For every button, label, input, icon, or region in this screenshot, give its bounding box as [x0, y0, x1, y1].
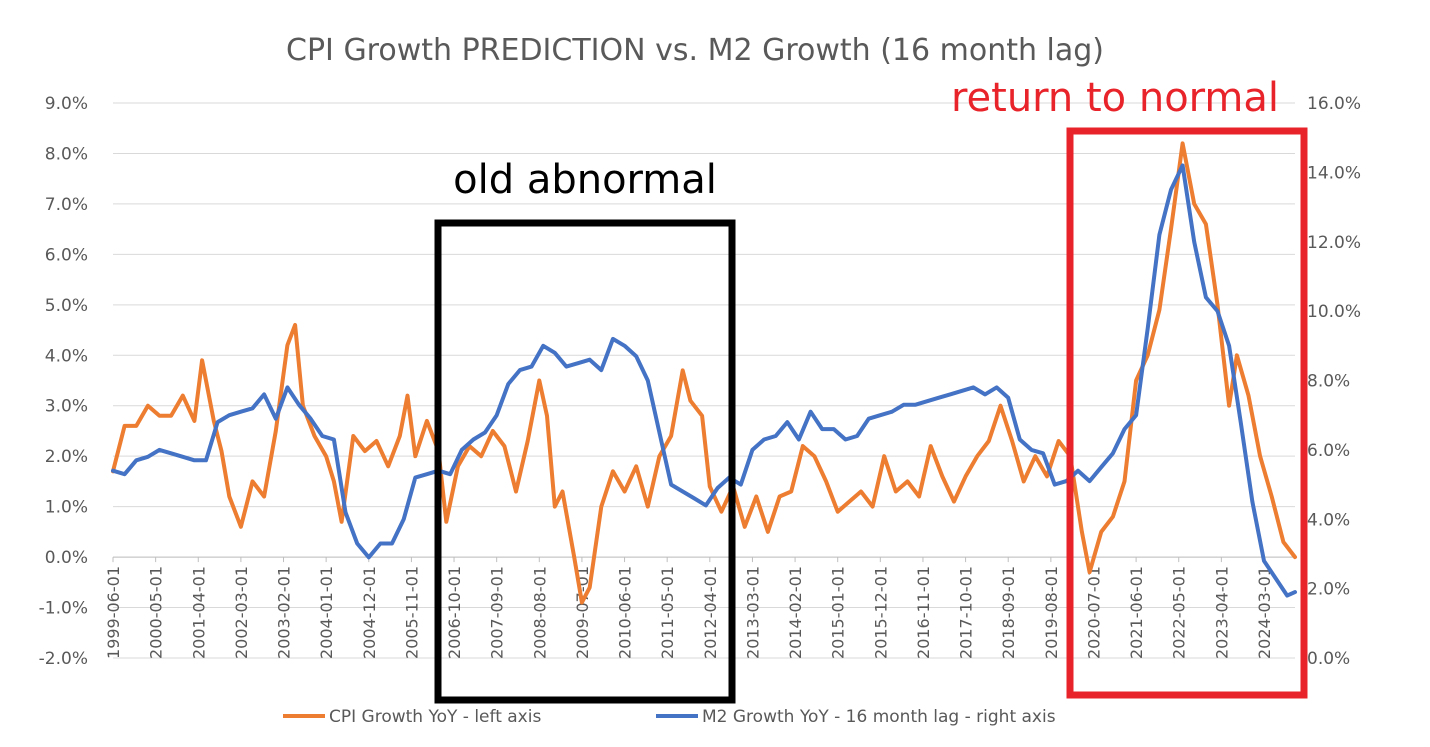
legend-cpi-label: CPI Growth YoY - left axis [329, 707, 541, 727]
series-layer [111, 141, 1297, 605]
x-tick-label: 2011-05-01 [658, 566, 677, 659]
right-tick-label: 12.0% [1307, 233, 1361, 253]
x-tick-label: 2004-01-01 [317, 566, 336, 659]
left-tick-label: 4.0% [45, 346, 88, 366]
x-tick-label: 2010-06-01 [616, 566, 635, 659]
x-tick-label: 2008-08-01 [530, 566, 549, 659]
x-tick-label: 2012-04-01 [701, 566, 720, 659]
x-tick-label: 2003-02-01 [275, 566, 294, 659]
left-tick-label: 1.0% [45, 498, 88, 518]
x-tick-label: 2015-01-01 [829, 566, 848, 659]
left-axis: -2.0% -1.0% 0.0% 1.0% 2.0% 3.0% 4.0% 5.0% 6.0% 7.… [39, 94, 88, 669]
x-axis: 1999-06-01 2000-05-01 2001-04-01 2002-03-01… [104, 557, 1274, 659]
right-tick-label: 0.0% [1307, 649, 1350, 669]
left-tick-label: 2.0% [45, 447, 88, 467]
old-abnormal-box [434, 219, 736, 704]
right-tick-label: 8.0% [1307, 372, 1350, 392]
right-axis: 0.0% 2.0% 4.0% 6.0% 8.0% 10.0% 12.0% 14.0% 16.0% [1307, 94, 1361, 669]
right-tick-label: 4.0% [1307, 510, 1350, 530]
return-to-normal-label: return to normal [951, 75, 1279, 121]
x-tick-label: 2004-12-01 [360, 566, 379, 659]
x-tick-label: 2015-12-01 [871, 566, 890, 659]
x-tick-label: 2002-03-01 [232, 566, 251, 659]
left-tick-label: 5.0% [45, 296, 88, 316]
right-tick-label: 2.0% [1307, 580, 1350, 600]
right-tick-label: 6.0% [1307, 441, 1350, 461]
left-tick-label: 8.0% [45, 144, 88, 164]
x-tick-label: 2024-03-01 [1255, 566, 1274, 659]
return-to-normal-box [1066, 127, 1308, 699]
x-tick-label: 2006-10-01 [445, 566, 464, 659]
left-tick-label: -2.0% [39, 649, 88, 669]
legend-m2-label: M2 Growth YoY - 16 month lag - right axi… [702, 707, 1056, 727]
x-tick-label: 2020-07-01 [1084, 566, 1103, 659]
x-tick-label: 1999-06-01 [104, 566, 123, 659]
x-tick-label: 2019-08-01 [1042, 566, 1061, 659]
x-tick-label: 2005-11-01 [402, 566, 421, 659]
right-tick-label: 14.0% [1307, 163, 1361, 183]
right-tick-label: 16.0% [1307, 94, 1361, 114]
x-tick-label: 2013-03-01 [743, 566, 762, 659]
x-tick-label: 2021-06-01 [1127, 566, 1146, 659]
x-tick-label: 2007-09-01 [488, 566, 507, 659]
old-abnormal-label: old abnormal [453, 157, 717, 203]
left-tick-label: 9.0% [45, 94, 88, 114]
left-tick-label: -1.0% [39, 599, 88, 619]
gridlines [113, 102, 1295, 659]
right-tick-label: 10.0% [1307, 302, 1361, 322]
x-tick-label: 2016-11-01 [914, 566, 933, 659]
left-tick-label: 6.0% [45, 245, 88, 265]
x-tick-label: 2023-04-01 [1212, 566, 1231, 659]
cpi-series-line [111, 141, 1297, 605]
legend: CPI Growth YoY - left axis M2 Growth YoY… [283, 707, 1056, 727]
left-tick-label: 7.0% [45, 195, 88, 215]
x-tick-label: 2001-04-01 [189, 566, 208, 659]
left-tick-label: 0.0% [45, 548, 88, 568]
x-tick-label: 2017-10-01 [957, 566, 976, 659]
x-tick-label: 2000-05-01 [147, 566, 166, 659]
chart-title: CPI Growth PREDICTION vs. M2 Growth (16 … [286, 33, 1104, 68]
x-tick-label: 2014-02-01 [786, 566, 805, 659]
m2-series-line [111, 163, 1297, 598]
left-tick-label: 3.0% [45, 397, 88, 417]
x-tick-label: 2022-05-01 [1170, 566, 1189, 659]
x-tick-label: 2018-09-01 [999, 566, 1018, 659]
